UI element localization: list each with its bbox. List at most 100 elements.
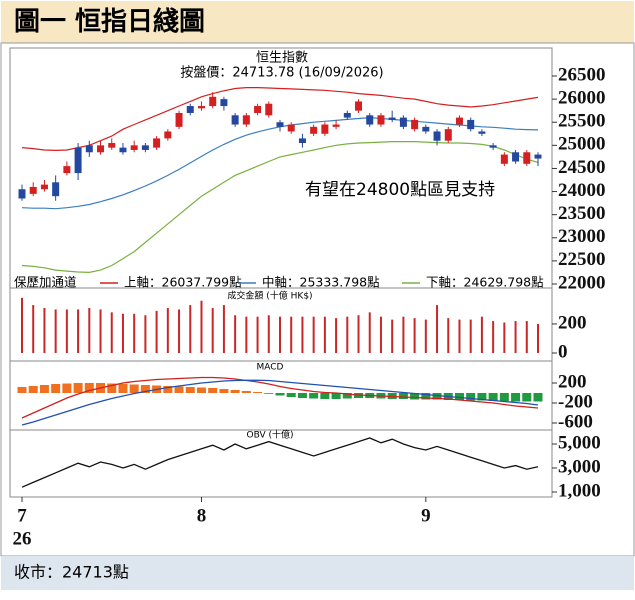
- volume-bar: [77, 309, 80, 353]
- candle-body: [500, 154, 508, 164]
- volume-bar: [189, 305, 192, 353]
- y-tick-label: 22500: [558, 249, 606, 270]
- volume-bar: [144, 315, 147, 353]
- volume-bar: [514, 321, 517, 353]
- macd-line: [21, 379, 539, 426]
- candle-body: [444, 129, 452, 141]
- annotation: 有望在24800點區見支持: [305, 180, 495, 200]
- candle-body: [298, 138, 306, 144]
- x-tick-label: 9: [421, 505, 431, 526]
- macd-histogram-bar: [499, 393, 509, 401]
- price-title: 恒生指數: [256, 51, 308, 66]
- macd-histogram-bar: [62, 383, 72, 393]
- candle-body: [343, 112, 351, 118]
- macd-title: MACD: [257, 363, 284, 373]
- macd-histogram-bar: [73, 383, 83, 393]
- candle-body: [388, 117, 396, 120]
- macd-histogram-bar: [208, 388, 218, 393]
- volume-bar: [133, 313, 136, 353]
- volume-bar: [222, 305, 225, 353]
- macd-histogram-bar: [454, 393, 464, 400]
- legend-label: 中軸：25333.798點: [262, 275, 380, 290]
- macd-histogram-bar: [174, 386, 184, 393]
- y-tick-label: 23500: [558, 203, 606, 224]
- macd-histogram-bar: [17, 387, 27, 393]
- candle-body: [231, 115, 239, 125]
- candle-body: [74, 147, 82, 174]
- header-band: [1, 1, 634, 43]
- candle-body: [467, 119, 475, 130]
- candle-body: [186, 106, 194, 113]
- volume-bar: [166, 307, 169, 353]
- y-tick-label: 5,000: [558, 432, 601, 453]
- macd-histogram-bar: [309, 393, 319, 399]
- volume-bar: [469, 319, 472, 353]
- volume-bar: [301, 316, 304, 353]
- year-label: 26: [13, 528, 32, 549]
- candle-body: [197, 106, 205, 109]
- volume-bar: [290, 316, 293, 353]
- macd-histogram-bar: [163, 386, 173, 393]
- y-tick-label: 1,000: [558, 480, 601, 501]
- macd-line: [21, 376, 539, 419]
- band-line: [21, 87, 539, 152]
- macd-histogram-bar: [522, 393, 532, 402]
- macd-histogram-bar: [410, 393, 420, 400]
- candle-body: [332, 124, 340, 127]
- y-tick-label: 26500: [558, 64, 606, 85]
- macd-histogram-bar: [230, 390, 240, 393]
- candle-body: [355, 101, 363, 111]
- obv-line: [21, 437, 539, 488]
- volume-bar: [256, 316, 259, 353]
- volume-bar: [43, 307, 46, 353]
- volume-bar: [99, 309, 102, 353]
- volume-bar: [54, 309, 57, 353]
- candle-body: [40, 184, 48, 190]
- macd-histogram-bar: [84, 383, 94, 393]
- candle-body: [489, 145, 497, 148]
- macd-histogram-bar: [118, 384, 128, 393]
- macd-histogram-bar: [140, 385, 150, 393]
- candle-body: [377, 115, 385, 125]
- y-tick-label: 23000: [558, 226, 606, 247]
- footer-text: 收市：24713點: [14, 563, 129, 582]
- y-tick-label: 25000: [558, 134, 606, 155]
- candle-body: [85, 145, 93, 153]
- candle-body: [175, 112, 183, 127]
- candle-body: [399, 117, 407, 127]
- candle-body: [209, 96, 217, 107]
- x-tick-label: 8: [197, 505, 207, 526]
- macd-histogram-bar: [488, 393, 498, 401]
- macd-histogram-bar: [511, 393, 521, 402]
- volume-bar: [279, 316, 281, 353]
- volume-bar: [65, 309, 68, 353]
- volume-bar: [391, 319, 394, 353]
- candle-body: [287, 124, 295, 132]
- macd-histogram-bar: [107, 383, 117, 393]
- candle-body: [321, 124, 329, 134]
- volume-bar: [424, 319, 427, 353]
- macd-histogram-bar: [275, 393, 285, 396]
- volume-bar: [211, 307, 214, 353]
- macd-histogram-bar: [320, 393, 330, 399]
- macd-histogram-bar: [196, 387, 206, 393]
- volume-bar: [413, 318, 416, 353]
- macd-histogram-bar: [477, 393, 487, 401]
- macd-histogram-bar: [342, 393, 352, 399]
- volume-bar: [537, 323, 539, 353]
- volume-bar: [200, 300, 203, 353]
- candle-body: [242, 115, 250, 125]
- footer-band: [1, 556, 634, 590]
- volume-bar: [21, 297, 23, 353]
- candle-body: [52, 182, 60, 197]
- candle-body: [63, 166, 71, 174]
- macd-histogram-bar: [264, 393, 274, 394]
- volume-bar: [503, 322, 506, 353]
- macd-histogram-bar: [398, 393, 408, 399]
- candle-body: [411, 119, 419, 130]
- candle-body: [534, 154, 542, 159]
- y-tick-label: 200: [558, 312, 587, 333]
- macd-histogram-bar: [331, 393, 341, 399]
- candle-body: [164, 131, 172, 139]
- macd-histogram-bar: [129, 384, 139, 393]
